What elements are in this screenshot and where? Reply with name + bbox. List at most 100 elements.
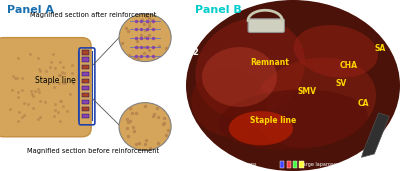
Text: Magnified section before reinforcement: Magnified section before reinforcement [27, 148, 159, 154]
Point [150, 115, 156, 117]
Point [6, 107, 13, 110]
Text: Panel B: Panel B [194, 5, 241, 15]
Text: Remnant: Remnant [250, 58, 289, 67]
Point [15, 57, 22, 60]
Point [141, 23, 148, 25]
Point [130, 130, 137, 133]
Point [52, 103, 58, 105]
Point [138, 46, 144, 49]
Point [43, 70, 50, 73]
Point [21, 113, 27, 116]
Point [35, 88, 41, 91]
Point [133, 143, 139, 145]
Point [138, 34, 144, 37]
Point [69, 72, 76, 75]
Point [47, 65, 54, 68]
Text: SA: SA [374, 44, 386, 53]
Point [138, 55, 144, 58]
Text: Staple line: Staple line [250, 116, 296, 125]
Point [21, 102, 27, 104]
Point [156, 44, 162, 47]
Point [132, 37, 139, 40]
Point [62, 81, 68, 84]
Point [9, 89, 15, 91]
Point [132, 28, 139, 31]
Point [149, 46, 156, 49]
Ellipse shape [218, 89, 368, 150]
Point [142, 143, 148, 145]
Point [132, 55, 139, 58]
Bar [82, 71, 89, 76]
Point [37, 115, 44, 118]
Bar [82, 78, 89, 83]
Point [138, 28, 144, 31]
Text: Large laparoscopic Needleholder: Large laparoscopic Needleholder [300, 162, 380, 167]
Polygon shape [362, 113, 389, 157]
Point [132, 19, 139, 22]
Point [126, 54, 132, 56]
Point [146, 22, 152, 24]
Point [56, 82, 62, 84]
Point [37, 100, 43, 103]
Text: Panel A: Panel A [8, 5, 54, 15]
Point [14, 120, 21, 122]
Point [54, 111, 61, 114]
Point [139, 19, 145, 22]
Point [29, 93, 36, 95]
Ellipse shape [253, 58, 376, 148]
FancyBboxPatch shape [0, 38, 91, 137]
Point [161, 116, 167, 119]
Point [50, 53, 56, 55]
FancyBboxPatch shape [248, 19, 284, 32]
Point [27, 90, 34, 93]
Point [125, 121, 131, 124]
Point [57, 60, 63, 63]
Point [165, 129, 171, 131]
Point [57, 100, 64, 103]
Point [149, 19, 156, 22]
Point [142, 36, 148, 38]
Point [57, 100, 64, 102]
Text: 2: 2 [192, 48, 198, 57]
Point [25, 102, 31, 105]
Point [60, 71, 67, 74]
Bar [82, 114, 89, 118]
Point [64, 110, 71, 113]
Point [127, 119, 134, 122]
Point [36, 90, 42, 93]
Point [60, 105, 66, 108]
Text: CA: CA [357, 99, 369, 108]
Point [42, 101, 49, 103]
Point [149, 28, 156, 31]
Point [160, 123, 166, 126]
Point [144, 19, 150, 22]
Point [163, 134, 170, 137]
Bar [82, 93, 89, 97]
Bar [82, 107, 89, 111]
Point [119, 42, 125, 45]
Point [138, 37, 144, 40]
Point [141, 45, 148, 48]
Point [155, 141, 162, 144]
Ellipse shape [229, 111, 293, 145]
Point [56, 74, 63, 76]
Ellipse shape [195, 18, 305, 119]
Point [30, 106, 37, 109]
Bar [82, 50, 89, 55]
Point [124, 127, 130, 129]
Bar [280, 161, 284, 168]
Point [161, 122, 167, 124]
Point [36, 70, 43, 73]
Point [144, 28, 150, 31]
Text: Pancreatic bipolar forceps: Pancreatic bipolar forceps [193, 162, 256, 167]
Point [146, 48, 152, 51]
Point [15, 91, 22, 94]
Point [149, 19, 156, 21]
Point [60, 82, 66, 84]
Point [133, 112, 139, 114]
Point [66, 92, 73, 95]
Point [19, 115, 25, 118]
Bar [82, 100, 89, 104]
Point [125, 135, 132, 137]
Point [144, 37, 150, 40]
